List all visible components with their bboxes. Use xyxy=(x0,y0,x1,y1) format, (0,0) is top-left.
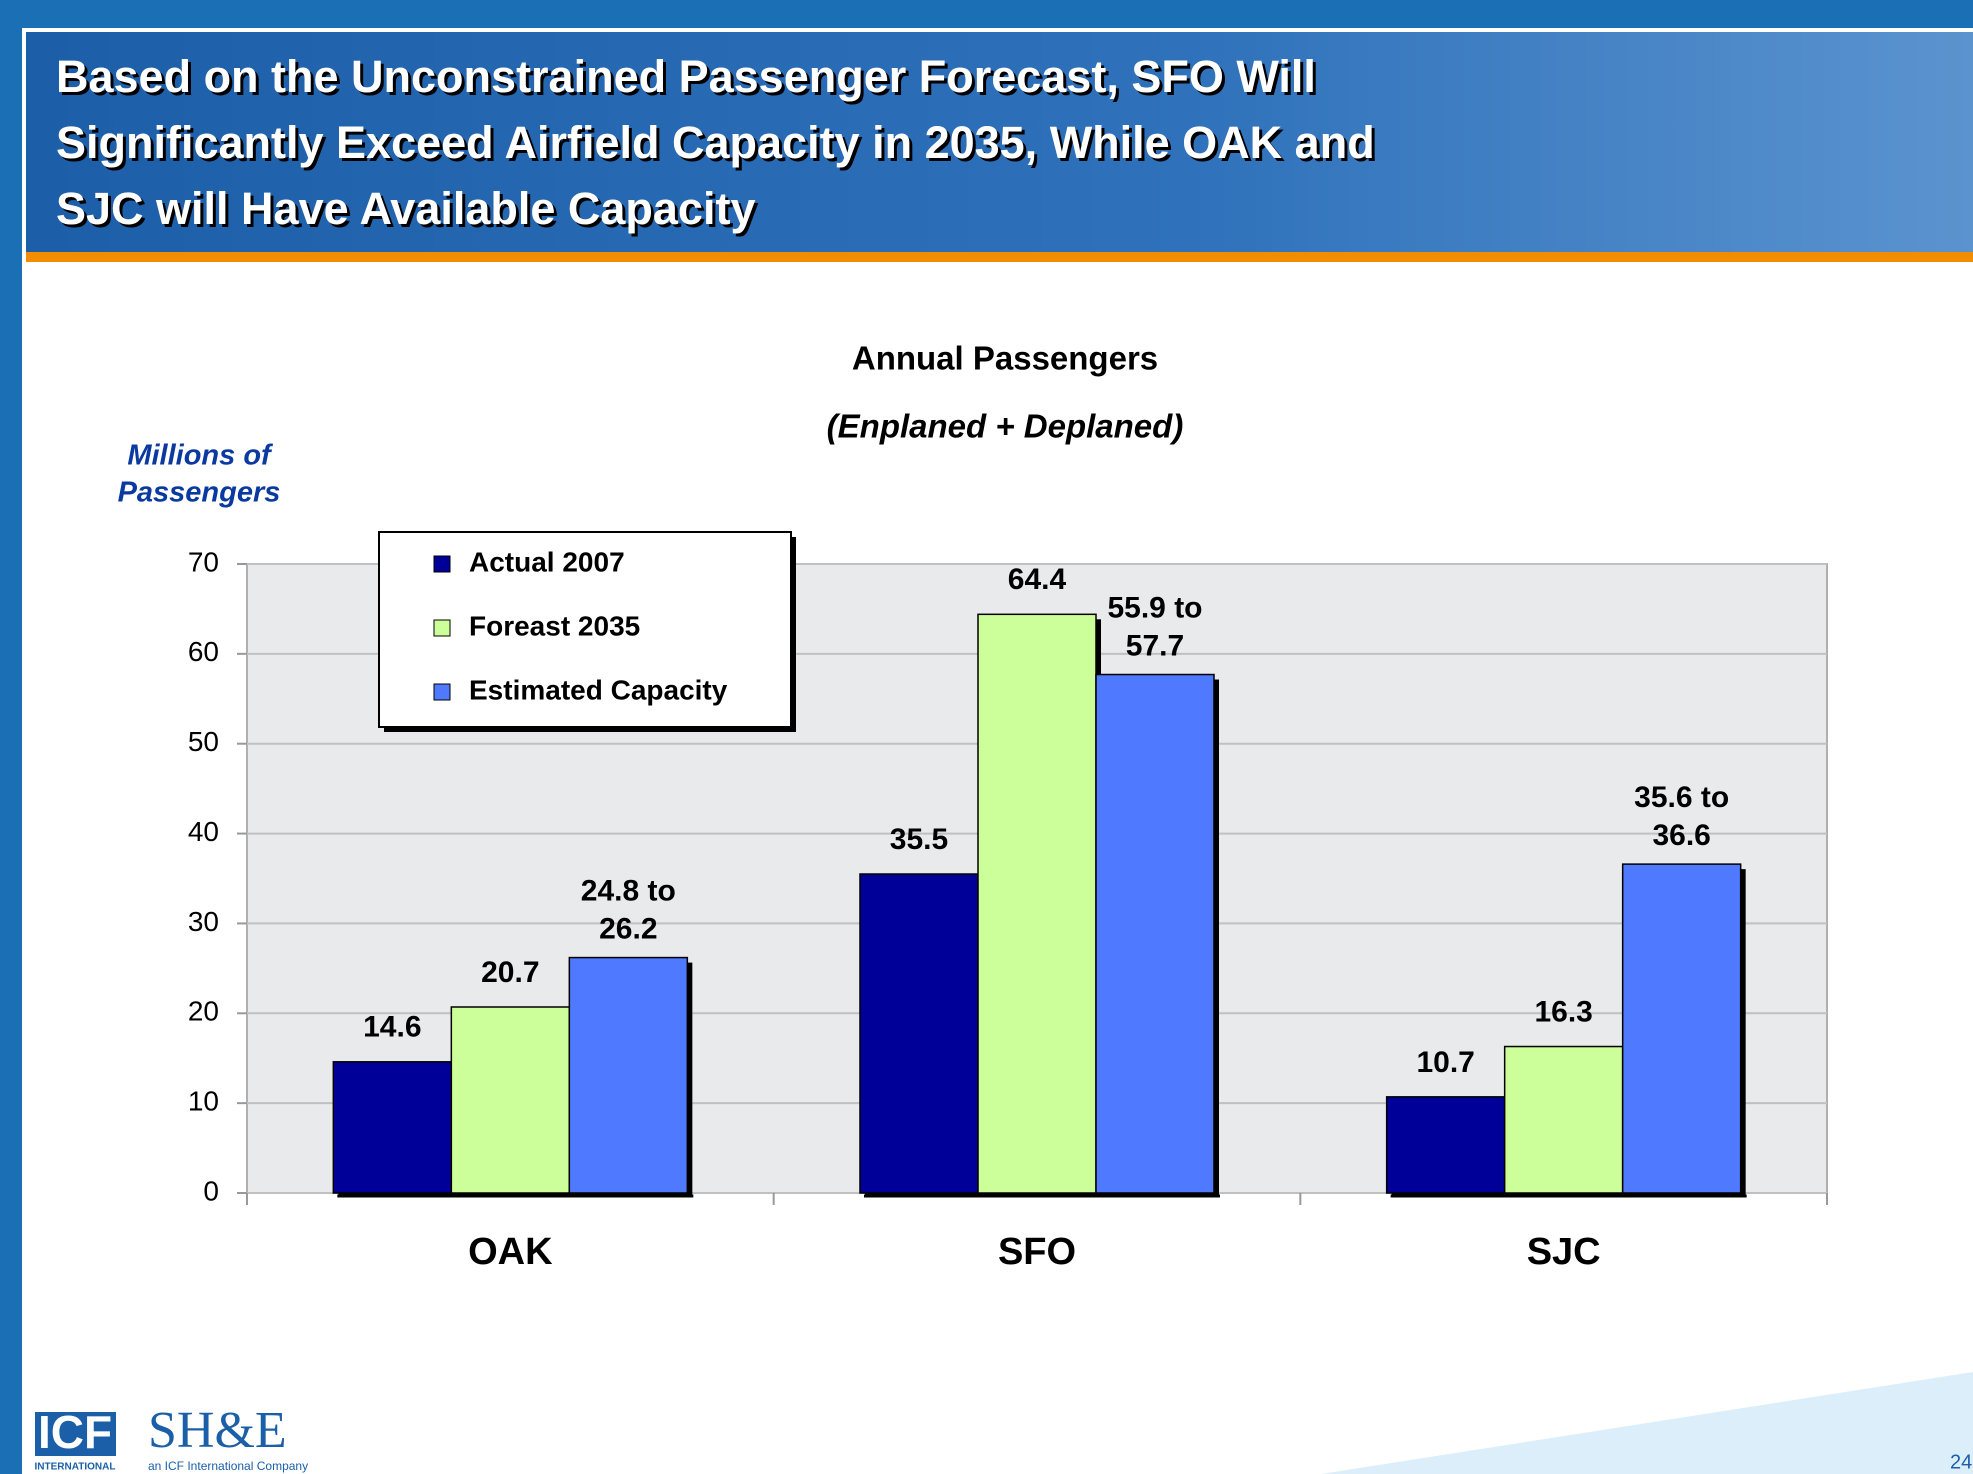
value-label: 35.6 to 36.6 xyxy=(1634,781,1729,852)
slide-title-line: SJC will Have Available Capacity xyxy=(56,183,755,234)
legend-label: Foreast 2035 xyxy=(469,610,640,641)
x-tick-label: SJC xyxy=(1527,1231,1601,1273)
bar xyxy=(568,956,689,1194)
value-label: 16.3 xyxy=(1534,995,1592,1028)
bar xyxy=(450,1006,571,1194)
y-tick-label: 10 xyxy=(188,1086,219,1117)
legend-label: Actual 2007 xyxy=(469,546,625,577)
value-label: 64.4 xyxy=(1008,563,1067,596)
bar xyxy=(859,873,979,1194)
bar xyxy=(977,613,1097,1194)
she-logo-sub: an ICF International Company xyxy=(148,1459,308,1473)
y-tick-label: 50 xyxy=(188,726,219,757)
legend-marker xyxy=(433,555,451,573)
value-label: 35.5 xyxy=(890,823,948,856)
header-rule xyxy=(26,252,1973,262)
y-tick-label: 20 xyxy=(188,996,219,1027)
icf-logo-sub: INTERNATIONAL xyxy=(35,1462,116,1473)
x-tick-label: SFO xyxy=(998,1231,1076,1273)
page-number: 24 xyxy=(1950,1451,1972,1473)
header-banner xyxy=(26,32,1973,252)
legend-marker xyxy=(433,683,451,701)
x-tick-label: OAK xyxy=(468,1231,553,1273)
corner-decoration xyxy=(1321,1372,1973,1474)
top-border xyxy=(0,0,1973,28)
y-tick-label: 40 xyxy=(188,816,219,847)
value-label: 20.7 xyxy=(481,956,539,989)
icf-logo-box xyxy=(35,1412,116,1456)
slide-title-shadow: Significantly Exceed Airfield Capacity i… xyxy=(59,120,1378,171)
icf-logo: ICF xyxy=(38,1406,112,1458)
bar xyxy=(1095,673,1215,1194)
y-axis-label: Millions of xyxy=(127,440,274,472)
legend-label: Estimated Capacity xyxy=(469,674,728,705)
y-tick-label: 70 xyxy=(188,546,219,577)
y-tick-label: 30 xyxy=(188,906,219,937)
value-label: 10.7 xyxy=(1416,1046,1474,1079)
value-label: 24.8 to 26.2 xyxy=(581,874,676,945)
value-label: 14.6 xyxy=(363,1011,421,1044)
bar xyxy=(332,1061,453,1194)
bar xyxy=(1385,1096,1506,1194)
slide-title-line: Based on the Unconstrained Passenger For… xyxy=(56,51,1316,102)
y-tick-label: 0 xyxy=(203,1175,219,1206)
y-axis-label: Passengers xyxy=(118,477,281,509)
slide-title-line: Significantly Exceed Airfield Capacity i… xyxy=(56,117,1375,168)
chart-subtitle: (Enplaned + Deplaned) xyxy=(827,408,1184,445)
slide-title-shadow: Based on the Unconstrained Passenger For… xyxy=(59,54,1319,105)
bar xyxy=(1621,863,1742,1194)
value-label: 55.9 to 57.7 xyxy=(1107,591,1202,662)
y-tick-label: 60 xyxy=(188,636,219,667)
slide-title-shadow: SJC will Have Available Capacity xyxy=(59,186,758,237)
chart-title: Annual Passengers xyxy=(852,340,1158,377)
slide-title: Based on the Unconstrained Passenger For… xyxy=(56,51,1378,237)
she-logo: SH&E xyxy=(148,1402,287,1459)
bar xyxy=(1503,1045,1624,1194)
left-border xyxy=(0,0,22,1474)
legend-marker xyxy=(433,619,451,637)
